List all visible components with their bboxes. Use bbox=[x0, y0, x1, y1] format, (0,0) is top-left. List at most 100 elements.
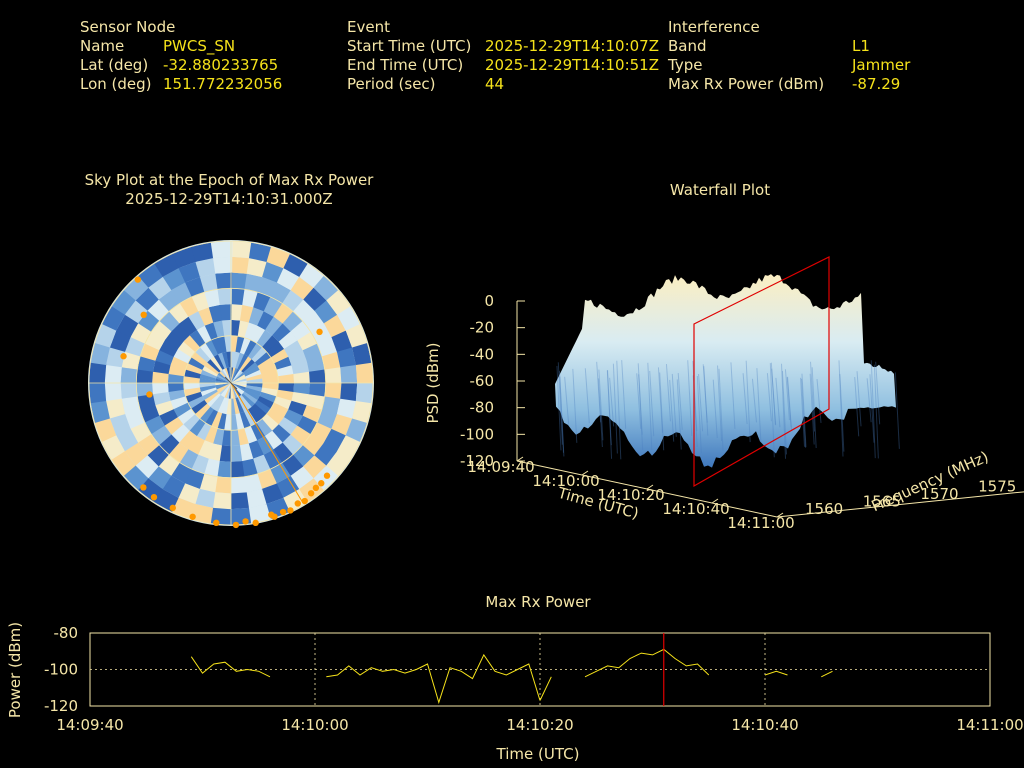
sky-cell bbox=[205, 339, 219, 357]
waterfall-surface-streak bbox=[870, 360, 876, 459]
sky-cell bbox=[217, 413, 227, 430]
sky-cell bbox=[231, 383, 238, 399]
waterfall-surface-streak bbox=[838, 360, 844, 457]
waterfall-surface-streak bbox=[875, 361, 881, 425]
sky-cell bbox=[152, 370, 169, 383]
sky-cell bbox=[216, 374, 231, 383]
sky-cell bbox=[340, 383, 358, 403]
sky-cell bbox=[321, 351, 341, 371]
event-period-value: 44 bbox=[485, 75, 505, 93]
waterfall-surface-streak bbox=[616, 360, 622, 460]
waterfall-surface-streak bbox=[787, 376, 793, 432]
sky-cell bbox=[115, 427, 139, 452]
sky-cell bbox=[121, 395, 141, 415]
sky-cell bbox=[231, 351, 236, 368]
sky-cell bbox=[330, 414, 353, 437]
sky-cell bbox=[259, 391, 277, 404]
sky-cell bbox=[246, 258, 268, 278]
sky-cell bbox=[224, 367, 231, 383]
waterfall-surface-streak bbox=[657, 367, 663, 433]
power-series-segment bbox=[190, 656, 271, 678]
sky-cell bbox=[261, 413, 279, 432]
sky-cell bbox=[235, 397, 245, 414]
waterfall-surface-streak bbox=[572, 368, 578, 443]
waterfall-z-tick-label: -20 bbox=[470, 319, 495, 337]
sky-cell bbox=[94, 417, 117, 442]
waterfall-surface-streak bbox=[564, 376, 570, 425]
sky-cell bbox=[230, 383, 234, 399]
sky-cell bbox=[245, 369, 262, 379]
sky-cell bbox=[173, 402, 192, 418]
sky-cell bbox=[198, 473, 218, 493]
sky-cell bbox=[231, 372, 245, 383]
sky-cell bbox=[291, 360, 310, 375]
sky-cell bbox=[120, 366, 138, 383]
sky-cell bbox=[282, 290, 305, 313]
sky-cell bbox=[239, 394, 252, 410]
sky-cell bbox=[104, 381, 122, 401]
waterfall-surface-streak bbox=[696, 376, 702, 453]
satellite-marker bbox=[213, 519, 220, 527]
sky-cell bbox=[237, 354, 249, 370]
waterfall-surface-streak bbox=[742, 373, 748, 425]
sensor-lon-label: Lon (deg) bbox=[80, 75, 152, 93]
sky-cell bbox=[120, 381, 138, 399]
sky-cell bbox=[257, 396, 275, 409]
waterfall-surface-streak bbox=[621, 360, 627, 429]
sky-cell bbox=[220, 369, 231, 383]
waterfall-z-ticks: 0 -20 -40 -60 -80 -100 -120 bbox=[460, 292, 525, 470]
sky-plot-title-block: Sky Plot at the Epoch of Max Rx Power 20… bbox=[40, 171, 418, 209]
sky-cell bbox=[164, 330, 184, 349]
sky-cell bbox=[231, 383, 247, 390]
sky-cell bbox=[263, 296, 283, 318]
sky-cell bbox=[252, 454, 271, 475]
waterfall-x-tick-mark bbox=[711, 498, 719, 504]
waterfall-surface-streak bbox=[781, 363, 787, 459]
sky-cell bbox=[211, 492, 231, 510]
sky-cell bbox=[191, 291, 210, 312]
sky-cell bbox=[256, 436, 274, 456]
sky-cell bbox=[173, 348, 192, 364]
sky-cell bbox=[213, 354, 225, 370]
satellite-marker bbox=[318, 480, 325, 487]
waterfall-surface-streak bbox=[718, 368, 724, 451]
sky-cell bbox=[261, 483, 284, 505]
satellite-marker bbox=[268, 511, 275, 518]
sky-cell bbox=[254, 352, 272, 367]
sky-cell bbox=[177, 482, 200, 505]
sky-cell bbox=[230, 398, 236, 415]
sky-cell bbox=[144, 331, 166, 351]
event-heading: Event bbox=[347, 18, 390, 36]
sky-cell bbox=[231, 367, 238, 383]
sky-cell bbox=[217, 383, 231, 394]
waterfall-surface-streak bbox=[771, 368, 777, 426]
power-chart-x-tick-label: 14:10:00 bbox=[281, 716, 348, 734]
waterfall-surface-streak bbox=[557, 362, 563, 445]
sky-cell bbox=[247, 406, 262, 424]
sky-cell bbox=[188, 310, 206, 330]
sky-cell bbox=[191, 351, 208, 366]
waterfall-plot: Waterfall Plot 0 -20 -40 -60 -80 -100 -120 14:… bbox=[424, 181, 1024, 532]
sky-cell bbox=[195, 346, 211, 363]
waterfall-y-tick-label: 1565 bbox=[863, 493, 901, 511]
sky-cell bbox=[189, 329, 206, 348]
sky-cell bbox=[270, 348, 289, 364]
sky-cell bbox=[233, 351, 241, 368]
waterfall-surface-streak bbox=[596, 361, 602, 423]
sky-cell bbox=[215, 376, 231, 383]
sky-cell bbox=[152, 382, 169, 395]
sky-cell bbox=[215, 272, 233, 290]
sky-cell bbox=[168, 442, 189, 463]
sky-cell bbox=[167, 382, 185, 392]
sky-cell bbox=[216, 460, 231, 478]
sky-cell bbox=[170, 497, 196, 520]
power-series-segment bbox=[821, 670, 833, 678]
sky-cell bbox=[244, 365, 260, 377]
sky-cell bbox=[245, 488, 267, 509]
power-chart-y-tick-label: -100 bbox=[44, 661, 78, 679]
sky-cell bbox=[206, 393, 221, 407]
sky-cell bbox=[231, 272, 248, 290]
waterfall-x-tick-mark bbox=[516, 456, 524, 462]
interference-type-value: Jammer bbox=[852, 56, 911, 74]
sky-cell bbox=[218, 383, 231, 395]
